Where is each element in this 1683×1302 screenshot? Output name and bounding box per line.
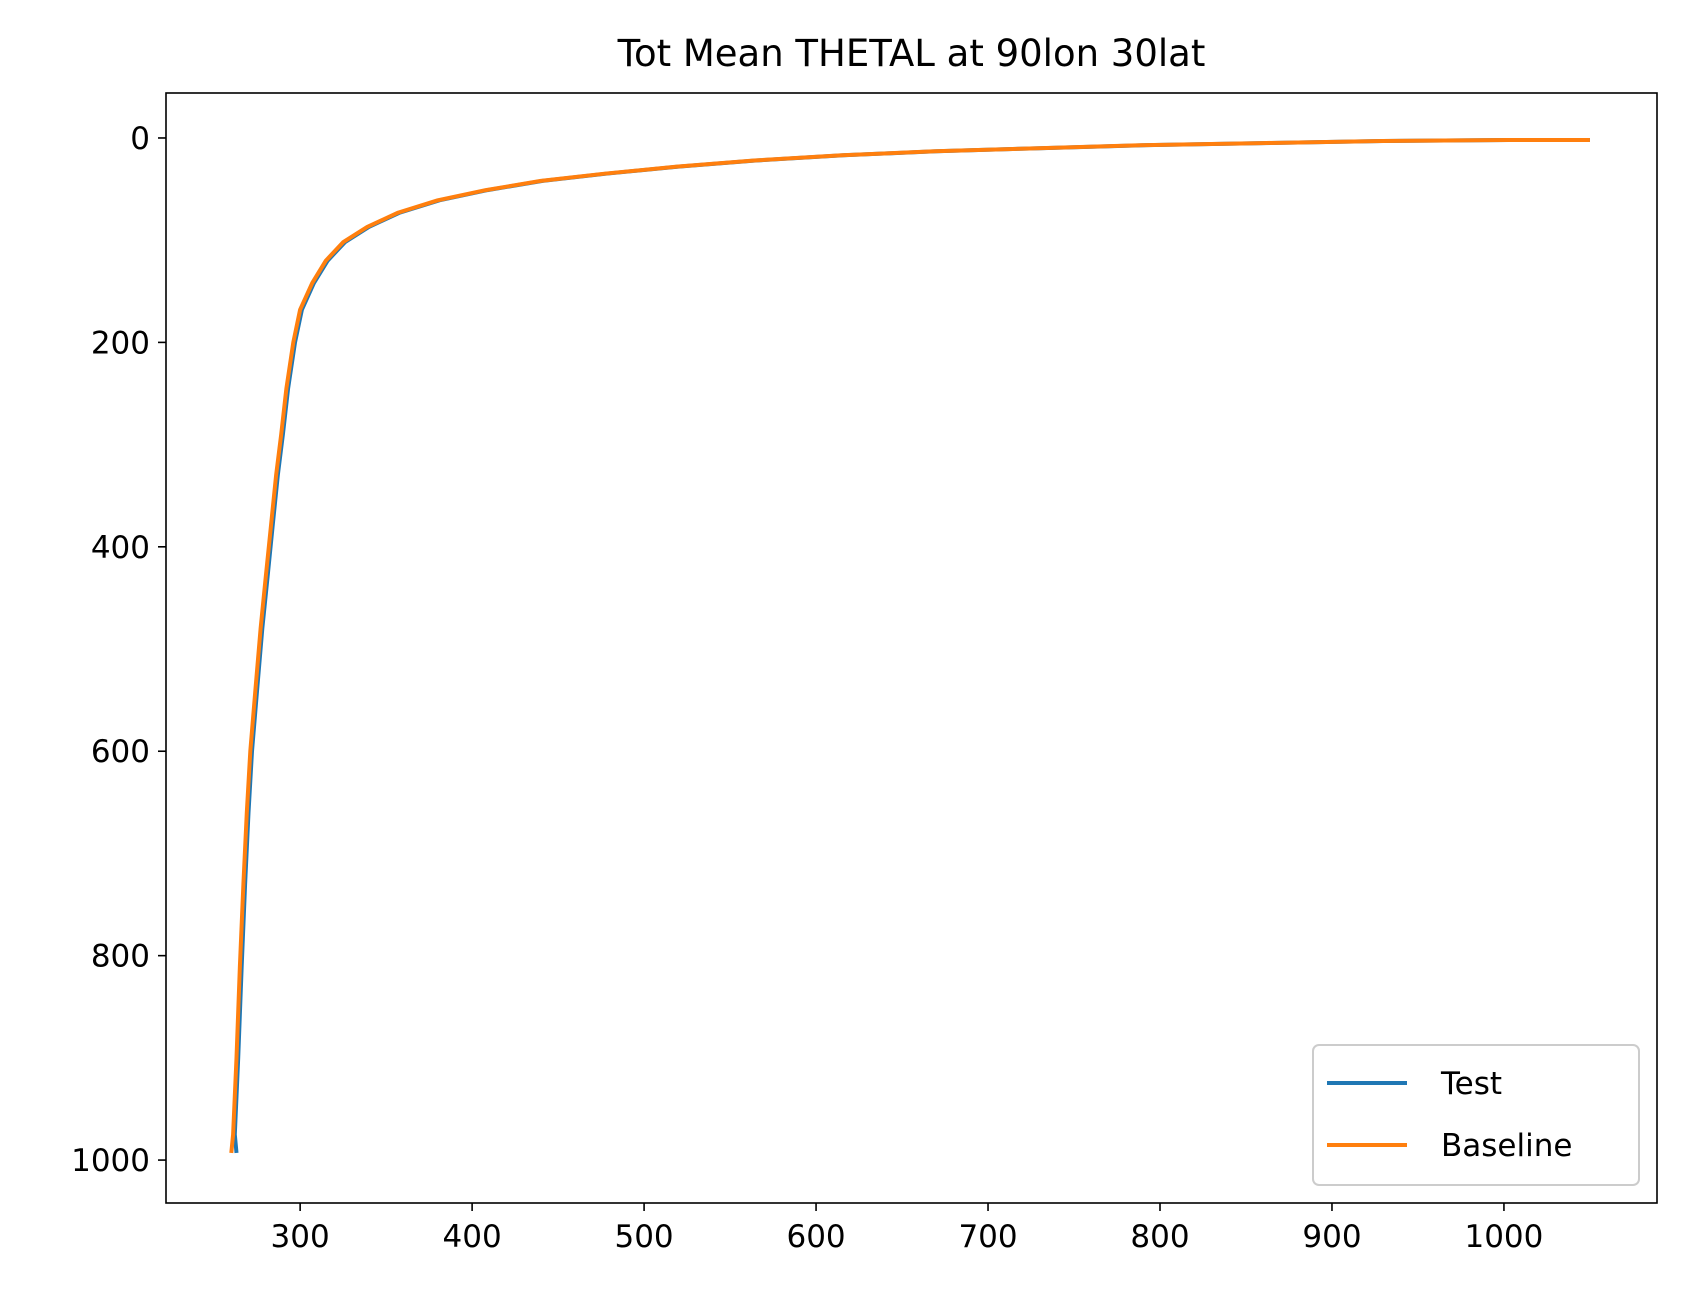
legend-box: [1312, 1044, 1640, 1186]
x-tick-label: 700: [958, 1219, 1017, 1255]
legend-label-baseline: Baseline: [1441, 1128, 1572, 1164]
y-tick-label: 800: [91, 939, 150, 975]
legend: Test Baseline: [1312, 1044, 1640, 1186]
legend-label-test: Test: [1440, 1066, 1502, 1102]
axes-frame: [165, 92, 1658, 1204]
y-tick-label: 400: [91, 530, 150, 566]
y-tick-label: 0: [130, 121, 150, 157]
x-tick-label: 400: [443, 1219, 502, 1255]
y-tick-label: 200: [91, 325, 150, 361]
chart-title: Tot Mean THETAL at 90lon 30lat: [617, 32, 1206, 75]
x-tick-label: 800: [1130, 1219, 1189, 1255]
series-line-baseline: [229, 138, 1590, 1154]
axis-ticks: 300 400 500 600 700 800 900 1000 0 200 400 600 800 10…: [71, 121, 1543, 1255]
x-tick-label: 900: [1302, 1219, 1361, 1255]
plot-lines: [229, 138, 1590, 1154]
x-tick-label: 300: [271, 1219, 330, 1255]
x-tick-label: 1000: [1464, 1219, 1543, 1255]
y-tick-label: 1000: [71, 1143, 150, 1179]
x-tick-label: 500: [614, 1219, 673, 1255]
x-tick-label: 600: [786, 1219, 845, 1255]
y-tick-label: 600: [91, 734, 150, 770]
